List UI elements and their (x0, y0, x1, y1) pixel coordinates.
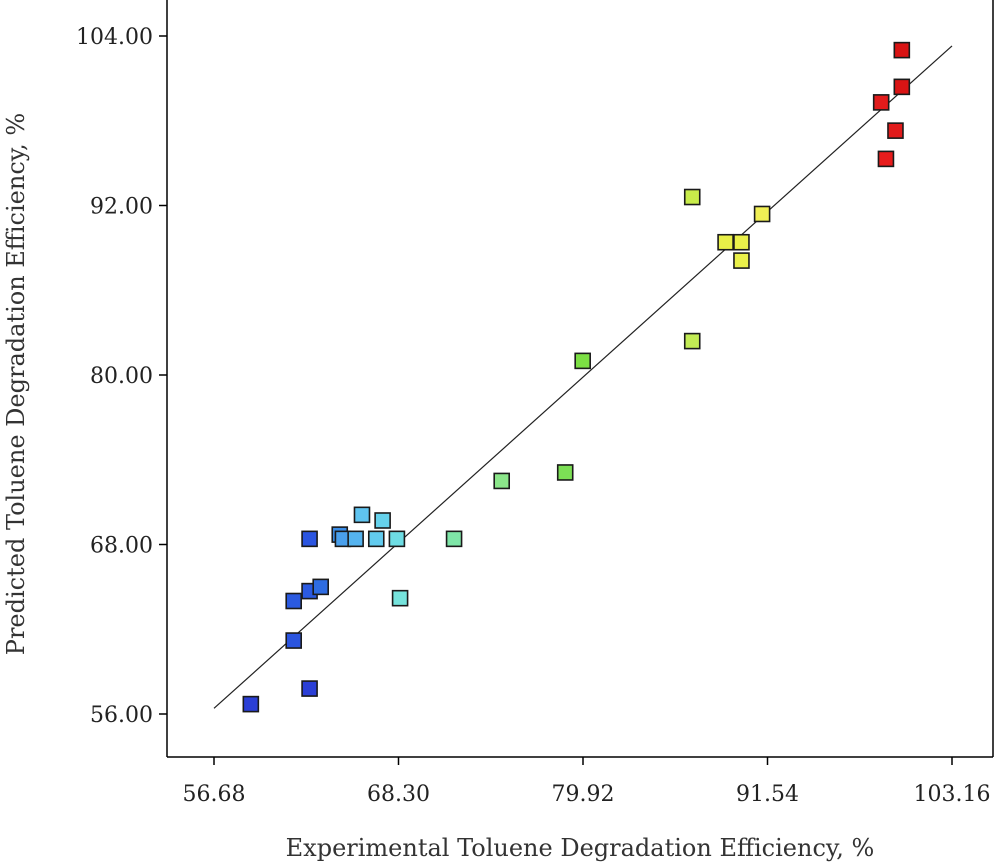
y-tick-label: 104.00 (76, 25, 153, 50)
data-point (445, 530, 463, 548)
data-point (367, 530, 385, 548)
data-point (301, 530, 318, 548)
data-point (733, 233, 750, 251)
data-point (285, 592, 303, 610)
x-axis-title: Experimental Toluene Degradation Efficie… (286, 834, 875, 862)
data-point (733, 252, 750, 269)
data-point (887, 122, 904, 139)
data-point (872, 94, 890, 111)
data-point (285, 632, 303, 649)
tick-labels-layer: 56.68 68.30 79.92 91.54 103.16 56.00 68.00 80.0… (76, 25, 990, 807)
points-layer (242, 41, 911, 713)
data-point (374, 512, 391, 529)
fit-line (213, 45, 953, 709)
data-point (574, 352, 591, 370)
data-point (556, 464, 574, 481)
y-tick-label: 68.00 (90, 534, 153, 559)
data-point (347, 530, 364, 548)
data-point (893, 78, 911, 96)
data-point (353, 506, 371, 524)
x-tick-label: 56.68 (183, 782, 246, 807)
fit-layer (213, 45, 953, 709)
x-tick-label: 68.30 (367, 782, 430, 807)
data-point (877, 150, 895, 168)
data-point (717, 233, 734, 251)
y-tick-label: 80.00 (90, 364, 153, 389)
ticks-layer (159, 35, 953, 765)
data-point (391, 589, 409, 607)
data-point (683, 188, 701, 206)
x-tick-label: 79.92 (552, 782, 615, 807)
data-point (493, 472, 511, 490)
data-point (683, 332, 701, 350)
data-point (893, 41, 911, 59)
data-point (753, 205, 771, 223)
data-point (242, 695, 260, 713)
data-point (301, 680, 318, 697)
y-tick-label: 92.00 (90, 195, 153, 220)
x-tick-label: 91.54 (736, 782, 799, 807)
data-point (312, 578, 329, 596)
y-tick-label: 56.00 (90, 703, 153, 728)
x-tick-label: 103.16 (914, 782, 991, 807)
data-point (388, 530, 406, 548)
y-axis-title: Predicted Toluene Degradation Efficiency… (2, 113, 30, 655)
